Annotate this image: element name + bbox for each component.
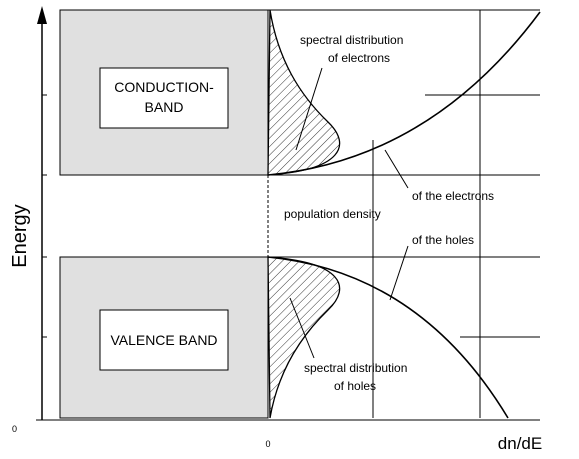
annotation: of holes <box>334 379 376 393</box>
annotation: spectral distribution <box>304 361 407 375</box>
annotation: of the holes <box>412 233 474 247</box>
annotation: of electrons <box>328 51 390 65</box>
valence-label-box <box>99 309 229 371</box>
annotation: population density <box>284 207 381 221</box>
y-origin-label: 0 <box>12 424 17 434</box>
electron-density-curve <box>267 11 541 176</box>
conduction-label: BAND <box>145 99 184 115</box>
x-origin-label: 0 <box>265 439 270 449</box>
valence-label: VALENCE BAND <box>110 332 217 348</box>
y-axis-ticks <box>42 94 47 338</box>
y-axis-arrow <box>37 6 47 24</box>
conduction-label-box <box>99 67 229 129</box>
leader-lines <box>289 67 409 359</box>
hole-density-curve <box>267 256 509 419</box>
y-axis-label: Energy <box>9 204 31 267</box>
annotation: spectral distribution <box>300 33 403 47</box>
annotation: of the electrons <box>412 189 494 203</box>
x-axis-label: dn/dE <box>498 434 542 453</box>
conduction-label: CONDUCTION- <box>114 79 214 95</box>
hole-distribution <box>267 256 341 419</box>
